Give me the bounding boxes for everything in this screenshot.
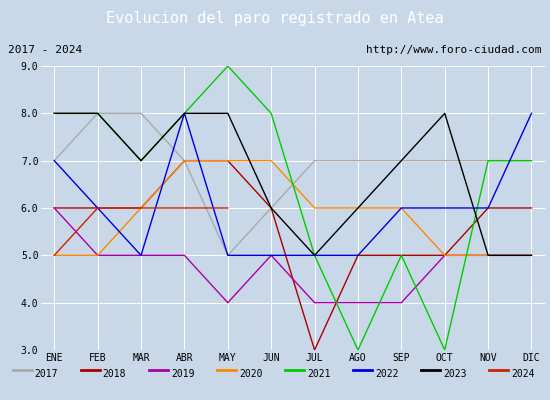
Text: 2022: 2022: [375, 369, 399, 379]
Text: 2019: 2019: [171, 369, 194, 379]
Text: 2021: 2021: [307, 369, 331, 379]
Text: 2024: 2024: [511, 369, 535, 379]
Text: 2017 - 2024: 2017 - 2024: [8, 45, 82, 55]
Text: 2017: 2017: [35, 369, 58, 379]
Text: Evolucion del paro registrado en Atea: Evolucion del paro registrado en Atea: [106, 10, 444, 26]
Text: 2020: 2020: [239, 369, 262, 379]
Text: 2023: 2023: [443, 369, 466, 379]
Text: 2018: 2018: [103, 369, 126, 379]
Text: http://www.foro-ciudad.com: http://www.foro-ciudad.com: [366, 45, 542, 55]
